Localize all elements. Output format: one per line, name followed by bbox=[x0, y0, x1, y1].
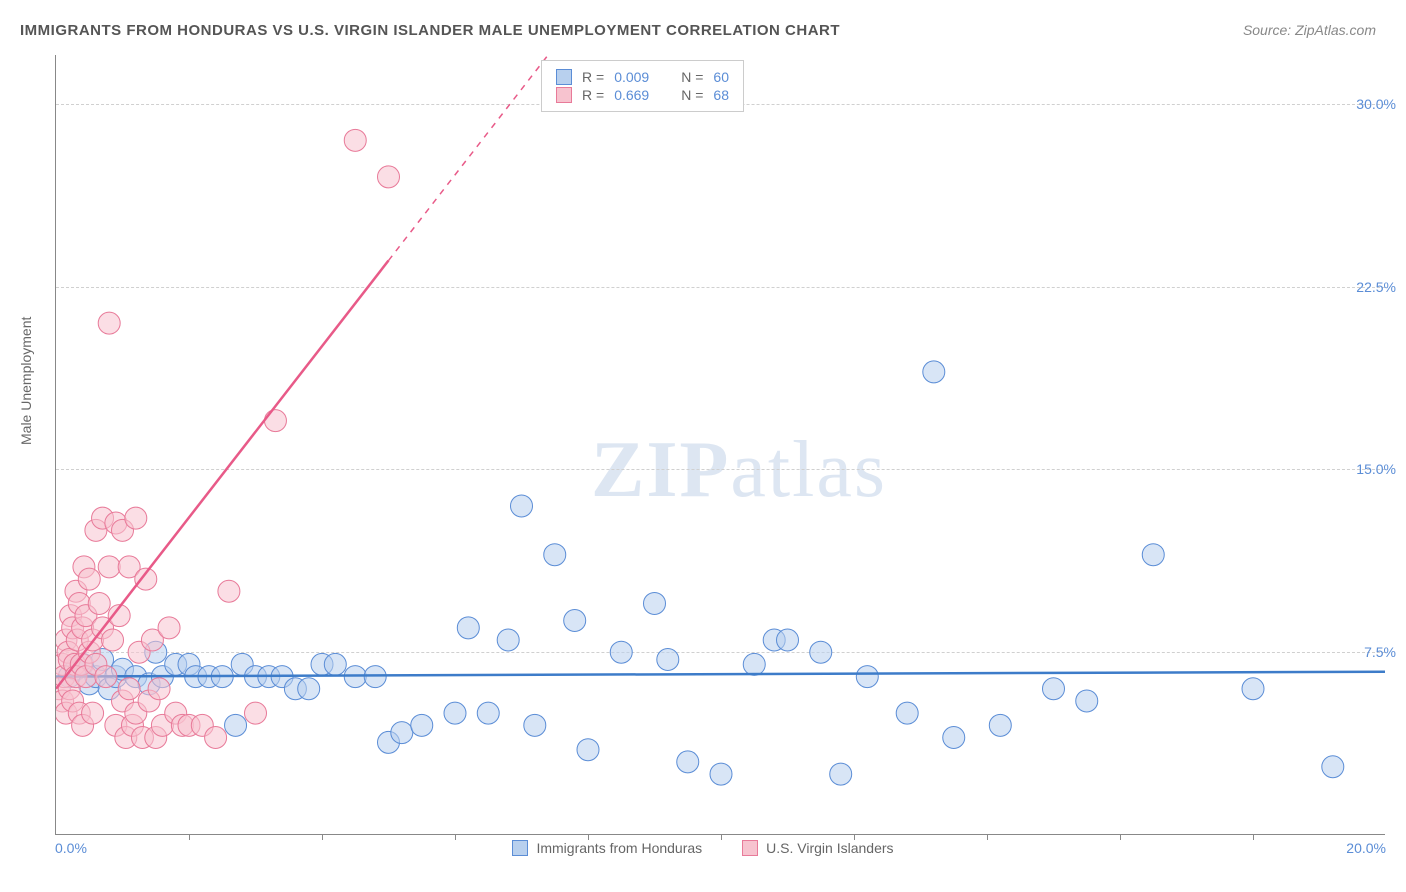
chart-title: IMMIGRANTS FROM HONDURAS VS U.S. VIRGIN … bbox=[20, 22, 840, 39]
y-tick-label: 7.5% bbox=[1364, 644, 1396, 660]
n-value: 68 bbox=[713, 87, 729, 103]
data-point bbox=[205, 727, 227, 749]
stats-legend: R = 0.009 N = 60 R = 0.669 N = 68 bbox=[541, 60, 744, 112]
data-point bbox=[298, 678, 320, 700]
data-point bbox=[1142, 544, 1164, 566]
data-point bbox=[943, 727, 965, 749]
data-point bbox=[710, 763, 732, 785]
data-point bbox=[677, 751, 699, 773]
data-point bbox=[344, 129, 366, 151]
data-point bbox=[511, 495, 533, 517]
data-point bbox=[391, 722, 413, 744]
data-point bbox=[98, 556, 120, 578]
data-point bbox=[82, 702, 104, 724]
r-value: 0.669 bbox=[614, 87, 649, 103]
data-point bbox=[777, 629, 799, 651]
data-point bbox=[1043, 678, 1065, 700]
trend-line-dashed bbox=[389, 55, 549, 261]
data-point bbox=[577, 739, 599, 761]
legend-item: U.S. Virgin Islanders bbox=[742, 840, 893, 856]
data-point bbox=[264, 410, 286, 432]
data-point bbox=[477, 702, 499, 724]
data-point bbox=[923, 361, 945, 383]
data-point bbox=[444, 702, 466, 724]
data-point bbox=[95, 666, 117, 688]
data-point bbox=[544, 544, 566, 566]
r-label: R = bbox=[582, 69, 604, 85]
data-point bbox=[497, 629, 519, 651]
legend-item: Immigrants from Honduras bbox=[512, 840, 702, 856]
data-point bbox=[457, 617, 479, 639]
data-point bbox=[218, 580, 240, 602]
data-point bbox=[524, 714, 546, 736]
data-point bbox=[856, 666, 878, 688]
source-label: Source: ZipAtlas.com bbox=[1243, 22, 1376, 38]
data-point bbox=[324, 653, 346, 675]
n-label: N = bbox=[681, 87, 703, 103]
data-point bbox=[225, 714, 247, 736]
data-point bbox=[743, 653, 765, 675]
plot-area: ZIPatlas R =0.009N =60R =0.669N =68 bbox=[55, 55, 1385, 835]
n-value: 60 bbox=[713, 69, 729, 85]
data-point bbox=[411, 714, 433, 736]
data-point bbox=[148, 678, 170, 700]
y-tick-label: 22.5% bbox=[1356, 279, 1396, 295]
data-point bbox=[564, 610, 586, 632]
chart-svg bbox=[56, 55, 1385, 834]
data-point bbox=[378, 166, 400, 188]
series-legend: Immigrants from Honduras U.S. Virgin Isla… bbox=[0, 840, 1406, 856]
data-point bbox=[78, 568, 100, 590]
data-point bbox=[102, 629, 124, 651]
stats-legend-row: R = 0.009 N = 60 bbox=[556, 69, 729, 85]
y-tick-label: 30.0% bbox=[1356, 96, 1396, 112]
legend-swatch bbox=[556, 87, 572, 103]
data-point bbox=[1076, 690, 1098, 712]
legend-swatch bbox=[742, 840, 758, 856]
stats-legend-row: R = 0.669 N = 68 bbox=[556, 87, 729, 103]
legend-label: Immigrants from Honduras bbox=[536, 840, 702, 856]
n-label: N = bbox=[681, 69, 703, 85]
data-point bbox=[98, 312, 120, 334]
data-point bbox=[610, 641, 632, 663]
data-point bbox=[644, 592, 666, 614]
data-point bbox=[989, 714, 1011, 736]
data-point bbox=[118, 678, 140, 700]
data-point bbox=[245, 702, 267, 724]
data-point bbox=[88, 592, 110, 614]
r-value: 0.009 bbox=[614, 69, 649, 85]
legend-swatch bbox=[556, 69, 572, 85]
legend-swatch bbox=[512, 840, 528, 856]
data-point bbox=[1242, 678, 1264, 700]
y-axis-label: Male Unemployment bbox=[18, 317, 34, 445]
chart-container: IMMIGRANTS FROM HONDURAS VS U.S. VIRGIN … bbox=[0, 0, 1406, 892]
data-point bbox=[657, 649, 679, 671]
data-point bbox=[830, 763, 852, 785]
data-point bbox=[896, 702, 918, 724]
data-point bbox=[810, 641, 832, 663]
data-point bbox=[1322, 756, 1344, 778]
y-tick-label: 15.0% bbox=[1356, 461, 1396, 477]
legend-label: U.S. Virgin Islanders bbox=[766, 840, 893, 856]
data-point bbox=[125, 507, 147, 529]
r-label: R = bbox=[582, 87, 604, 103]
data-point bbox=[158, 617, 180, 639]
